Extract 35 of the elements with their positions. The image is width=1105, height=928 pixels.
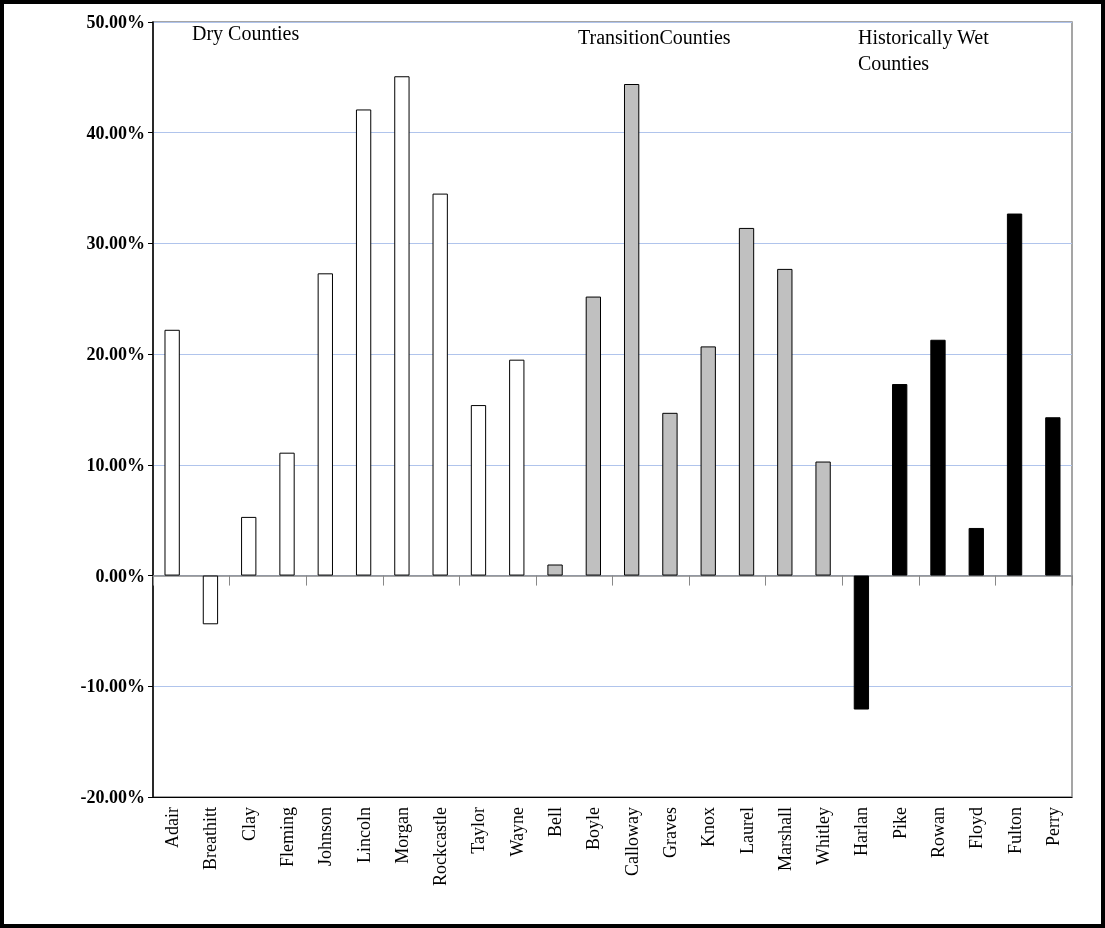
x-tick-label: Johnson (315, 807, 336, 867)
y-tick-label: 0.00% (95, 565, 145, 586)
annotation: TransitionCounties (578, 26, 731, 48)
x-tick-label: Fleming (277, 807, 298, 868)
x-tick-label: Perry (1042, 807, 1063, 846)
y-tick-label: 50.00% (86, 12, 145, 32)
x-tick-label: Marshall (774, 807, 795, 871)
annotation: Historically Wet Counties (858, 26, 990, 74)
x-tick-label: Rowan (927, 807, 948, 858)
y-tick-label: -10.00% (80, 676, 145, 697)
y-tick-label: -20.00% (80, 787, 145, 807)
x-tick-label: Boyle (583, 806, 604, 850)
x-tick-label: Rockcastle (430, 807, 451, 886)
x-tick-label: Graves (659, 807, 680, 858)
x-tick-label: Bell (545, 807, 566, 837)
y-tick-label: 40.00% (86, 122, 145, 143)
x-tick-label: Clay (238, 807, 259, 841)
annotation: Dry Counties (192, 22, 300, 45)
y-tick-label: 20.00% (86, 344, 145, 365)
x-tick-label: Fulton (1004, 807, 1025, 855)
x-tick-label: Whitley (813, 807, 834, 865)
x-tick-label: Morgan (391, 807, 412, 864)
x-tick-label: Harlan (851, 807, 872, 856)
x-tick-label: Pike (889, 807, 910, 840)
x-tick-label: Adair (162, 807, 183, 848)
y-tick-label: 10.00% (86, 454, 145, 475)
x-tick-label: Lincoln (353, 807, 374, 863)
x-tick-label: Wayne (506, 806, 527, 857)
x-tick-label: Knox (698, 807, 719, 847)
y-tick-label: 30.00% (86, 233, 145, 254)
x-tick-label: Breathitt (200, 807, 221, 870)
x-tick-label: Floyd (966, 807, 987, 850)
x-tick-label: Taylor (468, 807, 489, 854)
x-tick-label: Laurel (736, 807, 757, 854)
x-tick-label: Calloway (621, 807, 642, 876)
